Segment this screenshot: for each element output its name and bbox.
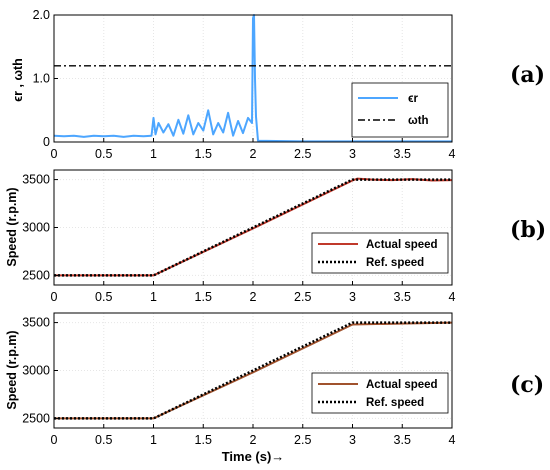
panel-c: 0 0.5 1 1.5 2 2.5 3 3.5 4 2500 3000 3500 Speed (r.… [5, 312, 544, 464]
panel-b: 0 0.5 1 1.5 2 2.5 3 3.5 4 2500 3000 3500 Speed (r.… [5, 169, 546, 304]
legend-label-ref-b: Ref. speed [366, 257, 424, 269]
x-tick-label: 0.5 [95, 147, 112, 161]
x-tick-label: 0.5 [95, 433, 112, 447]
x-tick-label: 2 [250, 290, 257, 304]
legend-c: Actual speed Ref. speed [311, 372, 449, 414]
series-line-b-1 [54, 178, 452, 277]
series-a [53, 14, 452, 143]
y-tick-label: 1.0 [33, 72, 50, 86]
y-tick-label: 3500 [22, 173, 50, 187]
xticks-a: 0 0.5 1 1.5 2 2.5 3 3.5 4 [51, 138, 456, 161]
x-tick-label: 1 [150, 290, 157, 304]
y-tick-label: 0 [43, 135, 50, 149]
x-tick-label: 2.5 [294, 147, 311, 161]
panel-label-c: (c) [510, 372, 544, 398]
y-axis-label-b: Speed (r.p.m) [5, 187, 19, 266]
x-tick-label: 2.5 [294, 290, 311, 304]
y-tick-label: 2500 [22, 268, 50, 282]
legend-label-eps: ϵr [408, 93, 419, 105]
legend-b: Actual speed Ref. speed [311, 232, 449, 274]
x-tick-label: 1.5 [195, 147, 212, 161]
y-axis-label-a: ϵr , ωth [11, 58, 25, 102]
x-tick-label: 1.5 [195, 433, 212, 447]
x-tick-label: 3.5 [394, 290, 411, 304]
y-tick-label: 3000 [22, 221, 50, 235]
x-tick-label: 1 [150, 147, 157, 161]
yticks-c: 2500 3000 3500 [22, 316, 58, 425]
x-tick-label: 0 [51, 147, 58, 161]
yticks-b: 2500 3000 3500 [22, 173, 58, 282]
y-tick-label: 2500 [22, 411, 50, 425]
x-tick-label: 2 [250, 433, 257, 447]
legend-box-a [351, 82, 449, 138]
x-tick-label: 3 [349, 433, 356, 447]
x-tick-label: 4 [449, 290, 456, 304]
series-line-a-0 [53, 14, 452, 143]
x-tick-label: 3 [349, 290, 356, 304]
x-tick-label: 0 [51, 433, 58, 447]
y-tick-label: 2.0 [33, 8, 50, 22]
x-tick-label: 1.5 [195, 290, 212, 304]
x-tick-label: 0 [51, 290, 58, 304]
xticks-c: 0 0.5 1 1.5 2 2.5 3 3.5 4 [51, 424, 456, 447]
y-tick-label: 3500 [22, 316, 50, 330]
x-tick-label: 1 [150, 433, 157, 447]
legend-label-wth: ωth [408, 115, 429, 127]
x-tick-label: 4 [449, 433, 456, 447]
legend-label-actual-c: Actual speed [366, 379, 438, 391]
legend-a: ϵr ωth [351, 82, 449, 138]
series-c [54, 321, 453, 420]
legend-label-actual-b: Actual speed [366, 239, 438, 251]
xticks-b: 0 0.5 1 1.5 2 2.5 3 3.5 4 [51, 281, 456, 304]
panel-label-a: (a) [510, 62, 545, 88]
series-line-c-1 [54, 321, 452, 420]
panel-a: 0 0.5 1 1.5 2 2.5 3 3.5 4 0 1.0 2.0 ϵr , ωth ϵr ωt… [11, 8, 545, 161]
y-axis-label-c: Speed (r.p.m) [5, 330, 19, 409]
legend-label-ref-c: Ref. speed [366, 397, 424, 409]
x-tick-label: 3.5 [394, 433, 411, 447]
y-tick-label: 3000 [22, 364, 50, 378]
x-tick-label: 3.5 [394, 147, 411, 161]
x-tick-label: 2 [250, 147, 257, 161]
legend-box-b [311, 232, 449, 274]
x-tick-label: 4 [449, 147, 456, 161]
legend-box-c [311, 372, 449, 414]
panel-label-b: (b) [510, 217, 546, 243]
x-tick-label: 3 [349, 147, 356, 161]
series-b [54, 177, 453, 277]
x-tick-label: 0.5 [95, 290, 112, 304]
yticks-a: 0 1.0 2.0 [33, 8, 58, 149]
x-tick-label: 2.5 [294, 433, 311, 447]
series-line-c-0 [54, 321, 453, 420]
x-axis-label: Time (s)→ [222, 449, 285, 464]
